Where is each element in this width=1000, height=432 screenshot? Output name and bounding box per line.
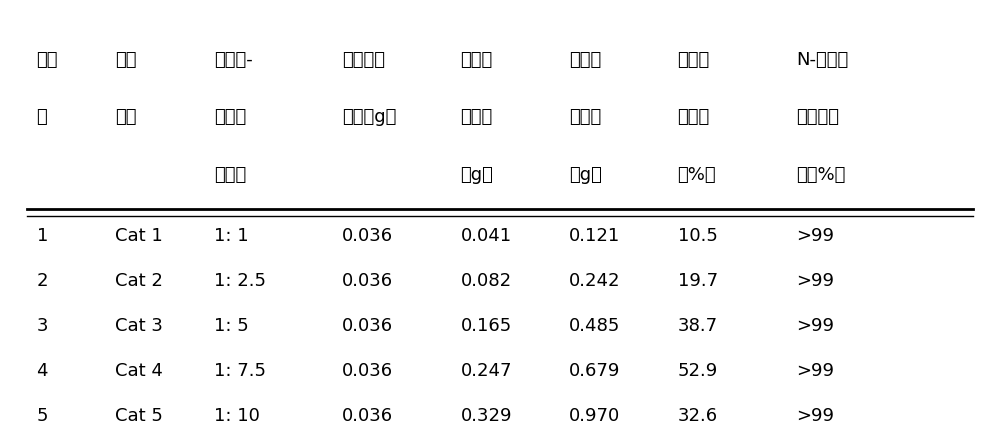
Text: 0.121: 0.121 — [569, 227, 620, 245]
Text: 1: 2.5: 1: 2.5 — [214, 272, 266, 290]
Text: 钨酸铋: 钨酸铋 — [214, 108, 246, 127]
Text: （g）: （g） — [461, 166, 493, 184]
Text: 1: 1 — [37, 227, 48, 245]
Text: 0.679: 0.679 — [569, 362, 620, 380]
Text: 样品: 样品 — [115, 51, 137, 69]
Text: 10.5: 10.5 — [678, 227, 717, 245]
Text: Cat 2: Cat 2 — [115, 272, 163, 290]
Text: >99: >99 — [796, 227, 834, 245]
Text: Cat 3: Cat 3 — [115, 317, 163, 335]
Text: 5: 5 — [37, 407, 48, 425]
Text: 钨酸钠: 钨酸钠 — [461, 51, 493, 69]
Text: 实施: 实施 — [37, 51, 58, 69]
Text: 苄胺的: 苄胺的 — [678, 51, 710, 69]
Text: >99: >99 — [796, 317, 834, 335]
Text: 摩尔比: 摩尔比 — [214, 166, 246, 184]
Text: 转化率: 转化率 — [678, 108, 710, 127]
Text: Cat 5: Cat 5 — [115, 407, 163, 425]
Text: 0.329: 0.329 — [461, 407, 512, 425]
Text: 19.7: 19.7 — [678, 272, 718, 290]
Text: 的质量: 的质量 — [461, 108, 493, 127]
Text: 钨酸镧-: 钨酸镧- — [214, 51, 253, 69]
Text: 0.041: 0.041 — [461, 227, 512, 245]
Text: 0.036: 0.036 — [342, 407, 393, 425]
Text: 32.6: 32.6 — [678, 407, 718, 425]
Text: 例: 例 — [37, 108, 47, 127]
Text: 编号: 编号 — [115, 108, 137, 127]
Text: 0.485: 0.485 — [569, 317, 620, 335]
Text: 胺的选择: 胺的选择 — [796, 108, 839, 127]
Text: 52.9: 52.9 — [678, 362, 718, 380]
Text: （g）: （g） — [569, 166, 602, 184]
Text: 1: 1: 1: 1 — [214, 227, 249, 245]
Text: 0.970: 0.970 — [569, 407, 620, 425]
Text: 1: 5: 1: 5 — [214, 317, 249, 335]
Text: 1: 10: 1: 10 — [214, 407, 260, 425]
Text: 0.165: 0.165 — [461, 317, 512, 335]
Text: 钨酸镧的: 钨酸镧的 — [342, 51, 385, 69]
Text: 38.7: 38.7 — [678, 317, 718, 335]
Text: >99: >99 — [796, 362, 834, 380]
Text: 质量（g）: 质量（g） — [342, 108, 397, 127]
Text: >99: >99 — [796, 407, 834, 425]
Text: 性（%）: 性（%） — [796, 166, 845, 184]
Text: 0.036: 0.036 — [342, 272, 393, 290]
Text: 0.036: 0.036 — [342, 317, 393, 335]
Text: >99: >99 — [796, 272, 834, 290]
Text: 1: 7.5: 1: 7.5 — [214, 362, 266, 380]
Text: N-苄烯丁: N-苄烯丁 — [796, 51, 848, 69]
Text: 0.036: 0.036 — [342, 362, 393, 380]
Text: 0.082: 0.082 — [461, 272, 512, 290]
Text: （%）: （%） — [678, 166, 716, 184]
Text: 0.242: 0.242 — [569, 272, 621, 290]
Text: 0.247: 0.247 — [461, 362, 512, 380]
Text: 的质量: 的质量 — [569, 108, 601, 127]
Text: 硝酸铋: 硝酸铋 — [569, 51, 601, 69]
Text: Cat 1: Cat 1 — [115, 227, 163, 245]
Text: 0.036: 0.036 — [342, 227, 393, 245]
Text: 2: 2 — [37, 272, 48, 290]
Text: 4: 4 — [37, 362, 48, 380]
Text: 3: 3 — [37, 317, 48, 335]
Text: Cat 4: Cat 4 — [115, 362, 163, 380]
